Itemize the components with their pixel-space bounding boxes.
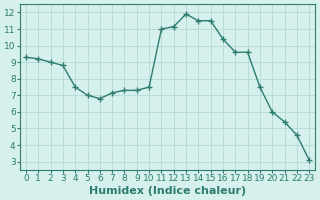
X-axis label: Humidex (Indice chaleur): Humidex (Indice chaleur)	[89, 186, 246, 196]
